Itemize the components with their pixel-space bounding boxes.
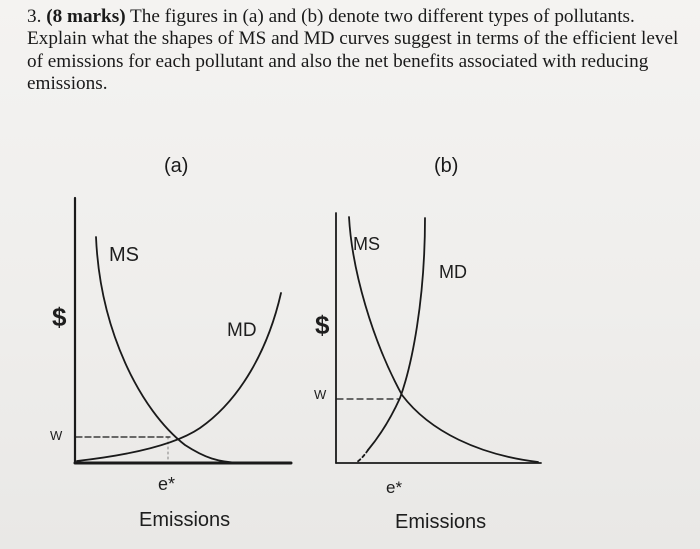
fig-a-md-label: MD [227, 320, 257, 341]
fig-a-x-axis-label: Emissions [139, 509, 231, 531]
fig-a-e-star-label: e* [158, 474, 176, 494]
fig-b-w-label: W [314, 387, 327, 402]
fig-a-ms-label: MS [109, 244, 139, 266]
fig-b-x-axis-label: Emissions [395, 511, 487, 533]
fig-a-md-curve [76, 292, 282, 462]
fig-b-e-star-label: e* [386, 478, 403, 497]
fig-b-dollar-label: $ [315, 310, 330, 340]
question-number: 3. [27, 6, 42, 27]
fig-a-w-label: W [50, 428, 63, 443]
fig-b-md-dashed-tail [356, 449, 369, 463]
question-marks: (8 marks) [46, 6, 126, 27]
question-text: 3. (8 marks) The figures in (a) and (b) … [27, 6, 692, 96]
fig-a-panel-label: (a) [164, 155, 189, 177]
fig-a-ms-curve [95, 236, 241, 464]
question-body: The figures in (a) and (b) denote two di… [27, 6, 679, 95]
fig-b-ms-label: MS [353, 234, 380, 254]
fig-b-md-label: MD [439, 262, 467, 282]
fig-b-panel-label: (b) [434, 155, 459, 177]
fig-b-md-curve [367, 217, 426, 451]
fig-a-dollar-label: $ [52, 302, 67, 332]
